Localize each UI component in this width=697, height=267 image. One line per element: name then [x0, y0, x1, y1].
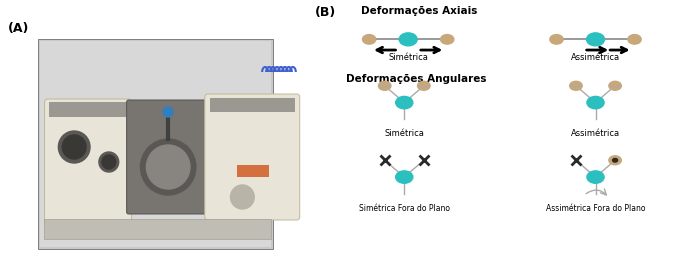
- Circle shape: [163, 107, 173, 117]
- FancyBboxPatch shape: [45, 99, 132, 225]
- FancyBboxPatch shape: [127, 100, 210, 214]
- Circle shape: [396, 96, 413, 109]
- Text: Simétrica: Simétrica: [384, 129, 424, 138]
- Circle shape: [62, 135, 86, 159]
- Text: Assimétrica Fora do Plano: Assimétrica Fora do Plano: [546, 204, 645, 213]
- Circle shape: [99, 152, 118, 172]
- Circle shape: [141, 139, 196, 195]
- FancyBboxPatch shape: [43, 219, 271, 239]
- Circle shape: [587, 171, 604, 183]
- Text: (A): (A): [8, 22, 29, 35]
- Circle shape: [102, 155, 116, 169]
- Circle shape: [362, 34, 376, 44]
- FancyBboxPatch shape: [40, 41, 271, 247]
- FancyBboxPatch shape: [49, 102, 127, 117]
- Circle shape: [418, 81, 430, 90]
- Circle shape: [146, 145, 190, 189]
- FancyBboxPatch shape: [38, 39, 273, 249]
- Circle shape: [587, 96, 604, 109]
- FancyBboxPatch shape: [210, 98, 295, 112]
- Circle shape: [628, 34, 641, 44]
- Circle shape: [441, 34, 454, 44]
- Circle shape: [396, 171, 413, 183]
- Text: Assimétrica: Assimétrica: [571, 53, 620, 62]
- Circle shape: [399, 33, 417, 46]
- FancyBboxPatch shape: [238, 165, 269, 177]
- Circle shape: [609, 81, 621, 90]
- FancyBboxPatch shape: [205, 94, 300, 220]
- Text: Simétrica Fora do Plano: Simétrica Fora do Plano: [359, 204, 450, 213]
- Circle shape: [569, 81, 582, 90]
- Circle shape: [587, 33, 604, 46]
- Circle shape: [378, 81, 391, 90]
- Text: Simétrica: Simétrica: [388, 53, 428, 62]
- Circle shape: [59, 131, 90, 163]
- Text: Assimétrica: Assimétrica: [571, 129, 620, 138]
- Text: Deformações Axiais: Deformações Axiais: [361, 6, 477, 16]
- Circle shape: [550, 34, 563, 44]
- Text: Deformações Angulares: Deformações Angulares: [346, 74, 487, 84]
- Circle shape: [609, 156, 621, 165]
- Circle shape: [613, 159, 618, 162]
- Circle shape: [231, 185, 254, 209]
- Text: (B): (B): [314, 6, 336, 19]
